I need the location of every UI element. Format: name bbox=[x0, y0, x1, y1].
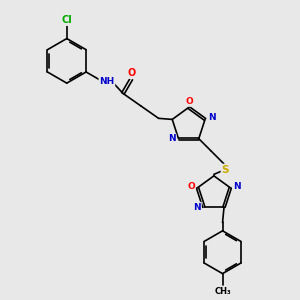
Text: Cl: Cl bbox=[61, 15, 72, 25]
Text: O: O bbox=[128, 68, 136, 78]
Text: N: N bbox=[168, 134, 176, 143]
Text: N: N bbox=[194, 202, 201, 211]
Text: CH₃: CH₃ bbox=[214, 287, 231, 296]
Text: N: N bbox=[233, 182, 241, 191]
Text: O: O bbox=[187, 182, 195, 191]
Text: NH: NH bbox=[99, 77, 115, 86]
Text: S: S bbox=[221, 165, 229, 175]
Text: N: N bbox=[208, 113, 215, 122]
Text: O: O bbox=[185, 97, 193, 106]
